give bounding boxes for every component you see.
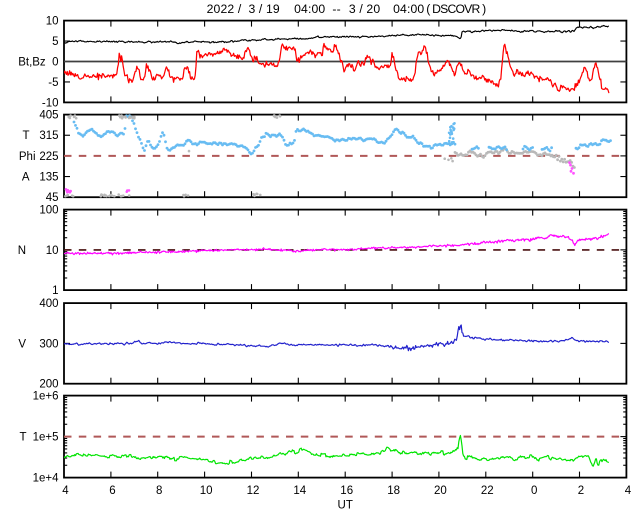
svg-text:Bt,Bz: Bt,Bz (18, 57, 46, 69)
svg-text:4: 4 (625, 485, 632, 497)
svg-text:-10: -10 (42, 97, 59, 109)
svg-text:2: 2 (578, 485, 584, 497)
svg-text:8: 8 (156, 485, 162, 497)
svg-text:Phi: Phi (19, 151, 36, 163)
svg-text:135: 135 (39, 172, 58, 184)
svg-text:A: A (22, 172, 30, 184)
svg-text:04:00: 04:00 (393, 2, 424, 16)
svg-text:T: T (19, 432, 26, 444)
svg-text:04:00 --: 04:00 -- (294, 2, 341, 16)
svg-text:225: 225 (39, 151, 58, 163)
svg-text:N: N (18, 245, 26, 257)
svg-text:0: 0 (531, 485, 537, 497)
svg-text:405: 405 (39, 110, 58, 122)
svg-text:5: 5 (52, 36, 58, 48)
svg-text:UT: UT (338, 500, 353, 512)
svg-text:200: 200 (39, 379, 58, 391)
svg-text:1e+4: 1e+4 (33, 473, 60, 485)
svg-text:1: 1 (52, 285, 58, 297)
svg-text:-5: -5 (48, 77, 58, 89)
svg-text:12: 12 (247, 485, 260, 497)
svg-text:400: 400 (39, 298, 58, 310)
svg-text:315: 315 (39, 130, 58, 142)
svg-text:10: 10 (46, 16, 59, 28)
svg-text:300: 300 (39, 338, 58, 350)
svg-text:3 / 20: 3 / 20 (349, 2, 380, 16)
svg-text:( DSCOVR ): ( DSCOVR ) (426, 2, 486, 16)
svg-text:14: 14 (293, 485, 306, 497)
svg-text:0: 0 (52, 57, 58, 69)
svg-text:1e+5: 1e+5 (33, 432, 59, 444)
svg-text:V: V (18, 338, 26, 350)
svg-text:10: 10 (200, 485, 213, 497)
svg-text:2022 / 3 / 19: 2022 / 3 / 19 (207, 2, 280, 16)
svg-text:16: 16 (340, 485, 353, 497)
svg-text:100: 100 (39, 205, 58, 217)
svg-text:1e+6: 1e+6 (33, 391, 59, 403)
svg-text:10: 10 (46, 245, 59, 257)
svg-text:20: 20 (434, 485, 447, 497)
svg-text:45: 45 (46, 192, 59, 204)
svg-text:22: 22 (481, 485, 494, 497)
svg-text:4: 4 (62, 485, 69, 497)
svg-text:6: 6 (109, 485, 115, 497)
svg-text:18: 18 (387, 485, 400, 497)
svg-text:T: T (22, 130, 29, 142)
